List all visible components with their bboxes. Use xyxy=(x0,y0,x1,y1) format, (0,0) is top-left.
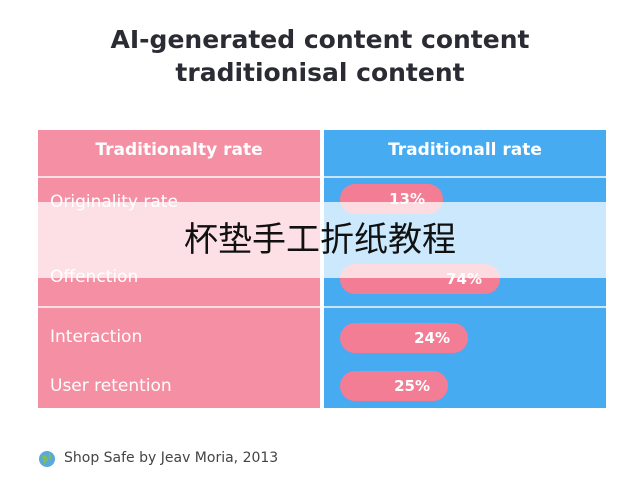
globe-icon xyxy=(39,451,55,467)
row-label: User retention xyxy=(50,376,172,396)
overlay-band xyxy=(0,202,640,278)
value-pill: 25% xyxy=(340,371,448,401)
row-separator xyxy=(38,176,606,178)
header-cell: Traditionall rate xyxy=(388,140,542,160)
row-separator xyxy=(38,306,606,308)
overlay-text: 杯垫手工折纸教程 xyxy=(184,220,456,260)
footer-credit: Shop Safe by Jeav Moria, 2013 xyxy=(64,450,279,466)
title-line: traditionisal content xyxy=(175,58,465,87)
title-line: AI-generated content content xyxy=(110,25,530,54)
row-label: Interaction xyxy=(50,327,143,347)
header-cell: Traditionalty rate xyxy=(95,140,263,160)
value-pill: 24% xyxy=(340,323,468,353)
